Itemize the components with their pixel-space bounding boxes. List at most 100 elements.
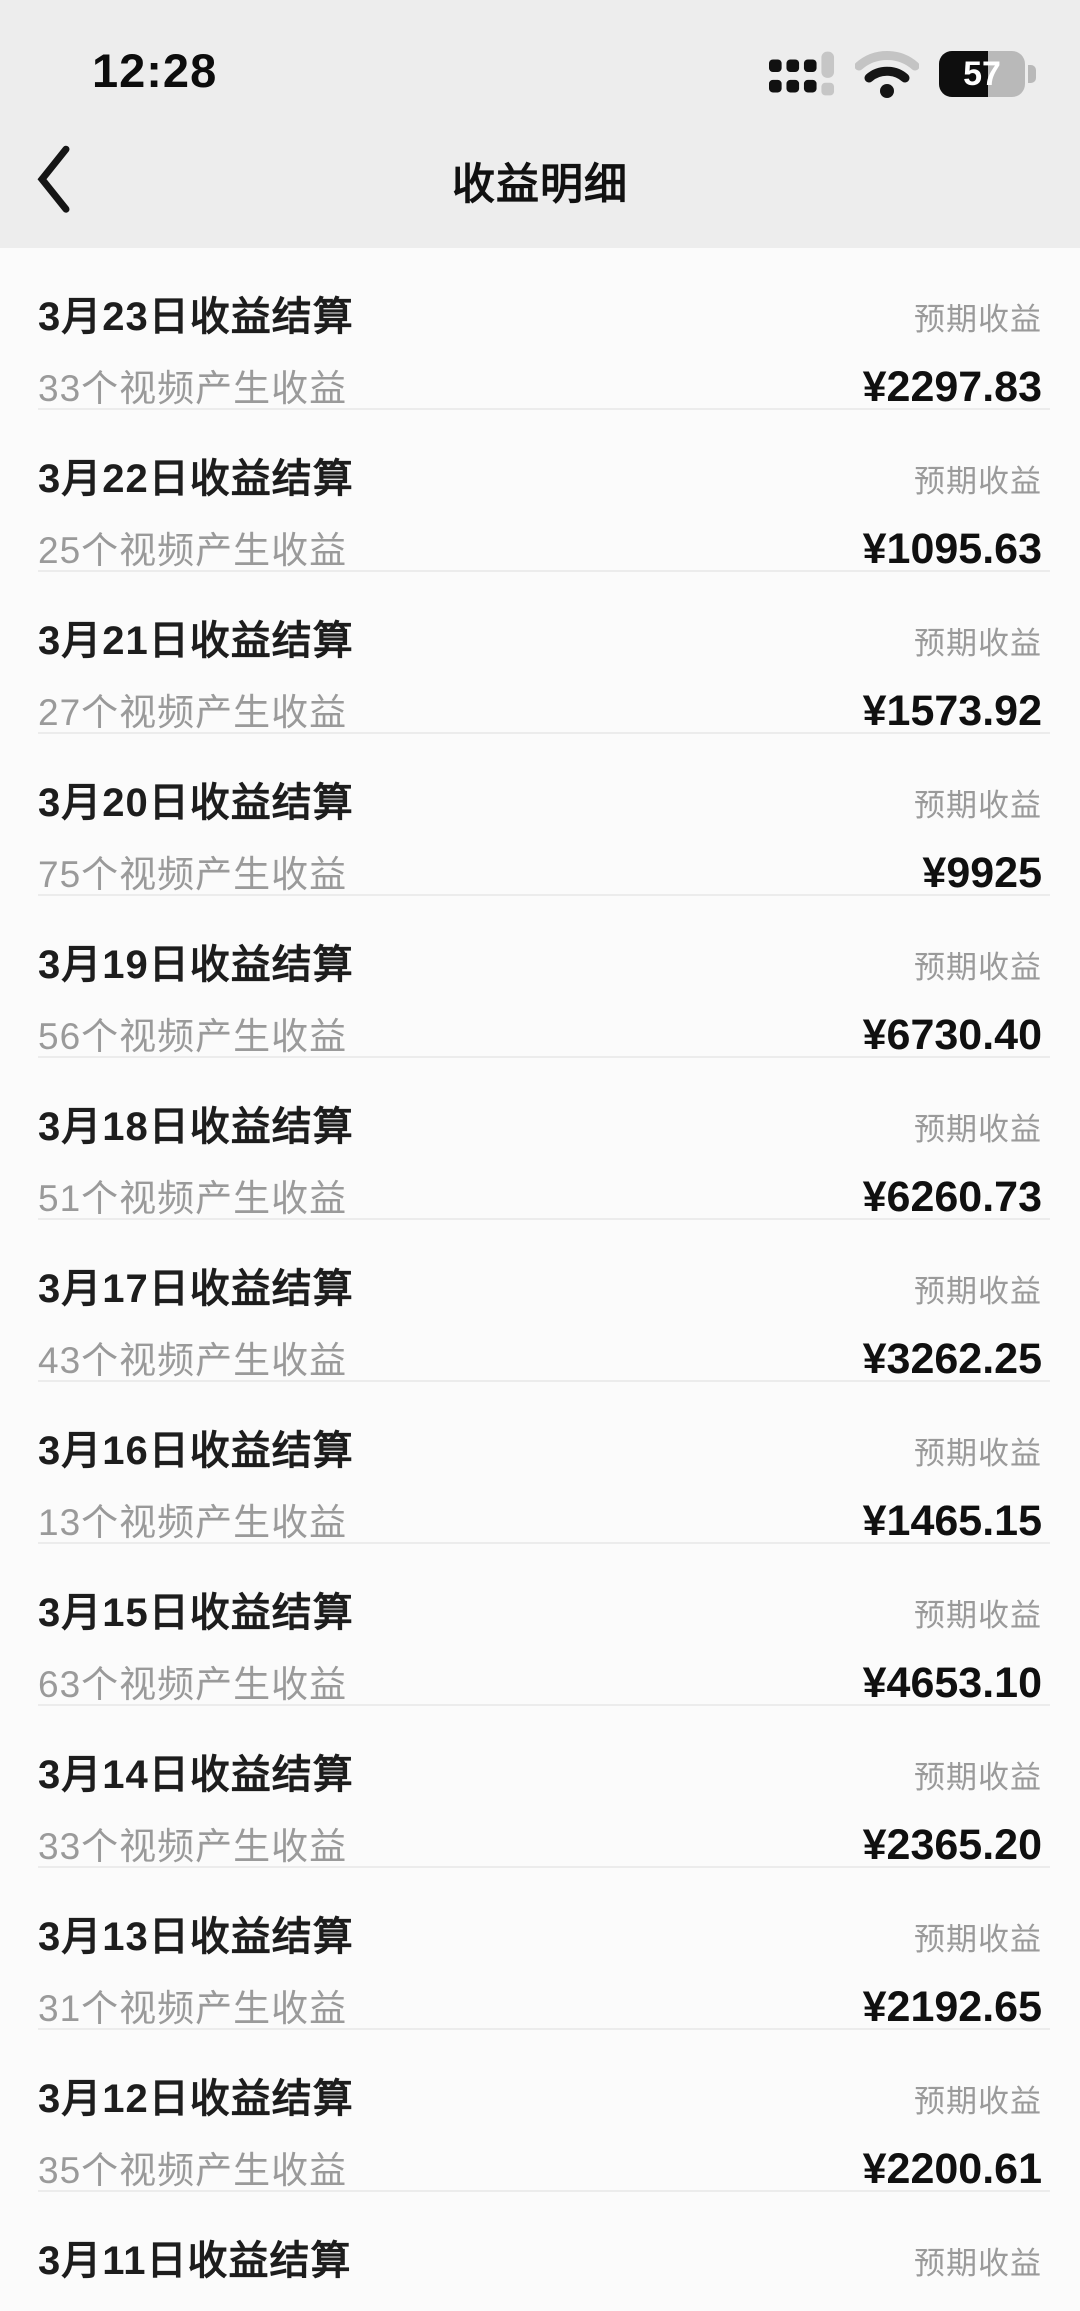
item-top-row: 3月17日收益结算 预期收益 — [38, 1256, 1042, 1314]
income-list-item[interactable]: 3月17日收益结算 预期收益 43个视频产生收益 ¥3262.25 — [0, 1220, 1080, 1384]
item-amount: ¥1095.63 — [862, 525, 1042, 573]
item-top-row: 3月23日收益结算 预期收益 — [38, 284, 1042, 342]
divider — [38, 1866, 1050, 1868]
item-top-row: 3月13日收益结算 预期收益 — [38, 1904, 1042, 1962]
expected-income-label: 预期收益 — [914, 1760, 1042, 1795]
income-list-item[interactable]: 3月22日收益结算 预期收益 25个视频产生收益 ¥1095.63 — [0, 410, 1080, 574]
item-top-row: 3月18日收益结算 预期收益 — [38, 1094, 1042, 1152]
expected-income-label: 预期收益 — [914, 2084, 1042, 2119]
item-top-row: 3月21日收益结算 预期收益 — [38, 608, 1042, 666]
income-list-item[interactable]: 3月12日收益结算 预期收益 35个视频产生收益 ¥2200.61 — [0, 2030, 1080, 2194]
item-amount: ¥6730.40 — [862, 1011, 1042, 1059]
item-video-count: 63个视频产生收益 — [38, 1664, 348, 1705]
item-video-count: 43个视频产生收益 — [38, 1340, 348, 1381]
item-amount: ¥1465.15 — [862, 1497, 1042, 1545]
item-bottom-row: 31个视频产生收益 ¥2192.65 — [38, 1978, 1042, 2032]
income-list-item[interactable]: 3月23日收益结算 预期收益 33个视频产生收益 ¥2297.83 — [0, 248, 1080, 412]
income-list-item[interactable]: 3月13日收益结算 预期收益 31个视频产生收益 ¥2192.65 — [0, 1868, 1080, 2032]
item-top-row: 3月20日收益结算 预期收益 — [38, 770, 1042, 828]
nav-bar: 收益明细 — [0, 104, 1080, 248]
item-amount: ¥1573.92 — [862, 687, 1042, 735]
expected-income-label: 预期收益 — [914, 302, 1042, 337]
divider — [38, 1380, 1050, 1382]
item-date-title: 3月22日收益结算 — [38, 457, 354, 501]
expected-income-label: 预期收益 — [914, 1598, 1042, 1633]
item-video-count: 31个视频产生收益 — [38, 1988, 348, 2029]
expected-income-label: 预期收益 — [914, 2246, 1042, 2281]
item-bottom-row: 33个视频产生收益 ¥2365.20 — [38, 1816, 1042, 1870]
divider — [38, 1218, 1050, 1220]
item-bottom-row: 43个视频产生收益 ¥3262.25 — [38, 1330, 1042, 1384]
item-amount: ¥2297.83 — [862, 363, 1042, 411]
expected-income-label: 预期收益 — [914, 1274, 1042, 1309]
divider — [38, 2028, 1050, 2030]
item-date-title: 3月11日收益结算 — [38, 2239, 352, 2283]
back-button[interactable] — [34, 139, 94, 219]
item-video-count: 75个视频产生收益 — [38, 854, 348, 895]
income-list-item[interactable]: 3月16日收益结算 预期收益 13个视频产生收益 ¥1465.15 — [0, 1382, 1080, 1546]
item-bottom-row: 56个视频产生收益 ¥6730.40 — [38, 1006, 1042, 1060]
divider — [38, 2190, 1050, 2192]
battery-percent: 57 — [963, 54, 1001, 93]
item-amount: ¥4653.10 — [862, 1659, 1042, 1707]
clock: 12:28 — [92, 44, 218, 97]
cellular-signal-icon — [769, 51, 835, 96]
item-top-row: 3月22日收益结算 预期收益 — [38, 446, 1042, 504]
item-video-count: 27个视频产生收益 — [38, 692, 348, 733]
item-amount: ¥2365.20 — [862, 1821, 1042, 1869]
expected-income-label: 预期收益 — [914, 950, 1042, 985]
item-bottom-row: 51个视频产生收益 ¥6260.73 — [38, 1168, 1042, 1222]
item-date-title: 3月14日收益结算 — [38, 1753, 354, 1797]
item-video-count: 35个视频产生收益 — [38, 2150, 348, 2191]
item-date-title: 3月21日收益结算 — [38, 619, 354, 663]
item-amount: ¥6260.73 — [862, 1173, 1042, 1221]
expected-income-label: 预期收益 — [914, 788, 1042, 823]
income-list-item[interactable]: 3月20日收益结算 预期收益 75个视频产生收益 ¥9925 — [0, 734, 1080, 898]
expected-income-label: 预期收益 — [914, 1436, 1042, 1471]
wifi-icon — [855, 51, 919, 98]
item-bottom-row: 27个视频产生收益 ¥1573.92 — [38, 682, 1042, 736]
battery-fill — [939, 51, 989, 97]
divider — [38, 408, 1050, 410]
item-date-title: 3月19日收益结算 — [38, 943, 354, 987]
item-date-title: 3月15日收益结算 — [38, 1591, 354, 1635]
header: 12:28 — [0, 0, 1080, 248]
item-video-count: 33个视频产生收益 — [38, 368, 348, 409]
income-list-item[interactable]: 3月19日收益结算 预期收益 56个视频产生收益 ¥6730.40 — [0, 896, 1080, 1060]
battery-nub — [1028, 65, 1036, 83]
item-bottom-row: 35个视频产生收益 ¥2200.61 — [38, 2140, 1042, 2194]
income-list-item[interactable]: 3月18日收益结算 预期收益 51个视频产生收益 ¥6260.73 — [0, 1058, 1080, 1222]
divider — [38, 732, 1050, 734]
item-top-row: 3月14日收益结算 预期收益 — [38, 1742, 1042, 1800]
divider — [38, 894, 1050, 896]
item-bottom-row: 25个视频产生收益 ¥1095.63 — [38, 520, 1042, 574]
item-date-title: 3月18日收益结算 — [38, 1105, 354, 1149]
item-video-count: 33个视频产生收益 — [38, 1826, 348, 1867]
item-date-title: 3月16日收益结算 — [38, 1429, 354, 1473]
status-icons: 57 — [769, 50, 1036, 98]
expected-income-label: 预期收益 — [914, 1112, 1042, 1147]
income-list-item[interactable]: 3月15日收益结算 预期收益 63个视频产生收益 ¥4653.10 — [0, 1544, 1080, 1707]
item-top-row: 3月19日收益结算 预期收益 — [38, 932, 1042, 990]
item-top-row: 3月16日收益结算 预期收益 — [38, 1418, 1042, 1476]
item-date-title: 3月17日收益结算 — [38, 1267, 354, 1311]
status-bar: 12:28 — [0, 0, 1080, 104]
income-list-item[interactable]: 3月21日收益结算 预期收益 27个视频产生收益 ¥1573.92 — [0, 572, 1080, 736]
expected-income-label: 预期收益 — [914, 464, 1042, 499]
item-amount: ¥2200.61 — [862, 2145, 1042, 2193]
divider — [38, 1542, 1050, 1544]
item-bottom-row: 13个视频产生收益 ¥1465.15 — [38, 1492, 1042, 1546]
income-list: 3月23日收益结算 预期收益 33个视频产生收益 ¥2297.83 3月22日收… — [0, 248, 1080, 2311]
item-bottom-row: 75个视频产生收益 ¥9925 — [38, 844, 1042, 898]
item-video-count: 51个视频产生收益 — [38, 1178, 348, 1219]
chevron-left-icon — [37, 145, 70, 213]
income-list-item[interactable]: 3月14日收益结算 预期收益 33个视频产生收益 ¥2365.20 — [0, 1706, 1080, 1870]
item-date-title: 3月12日收益结算 — [38, 2077, 354, 2121]
item-video-count: 56个视频产生收益 — [38, 1016, 348, 1057]
battery-icon: 57 — [939, 51, 1036, 97]
divider — [38, 570, 1050, 572]
income-list-item[interactable]: 3月11日收益结算 预期收益 — [0, 2192, 1080, 2311]
item-bottom-row: 33个视频产生收益 ¥2297.83 — [38, 358, 1042, 412]
expected-income-label: 预期收益 — [914, 626, 1042, 661]
